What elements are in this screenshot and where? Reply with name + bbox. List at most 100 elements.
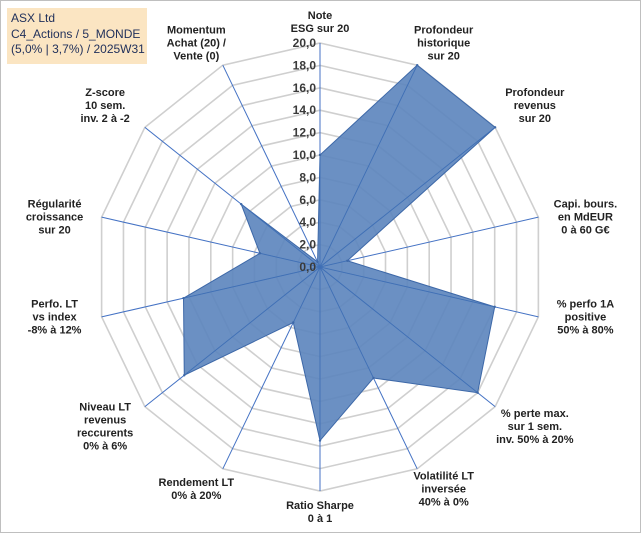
- axis-label-5-line-0: % perte max.: [501, 408, 569, 420]
- axis-label-2-line-1: revenus: [514, 100, 556, 112]
- axis-label-10-line-2: -8% à 12%: [28, 324, 82, 336]
- tick-label-1: 2,0: [299, 238, 316, 252]
- radar-ticks: 0,0 2,0 4,0 6,0 8,0 10,0 12,0 14,0 16,0 18,0 20,0: [293, 36, 317, 274]
- tick-label-9: 18,0: [293, 58, 317, 72]
- axis-label-0: Note ESG sur 20: [291, 10, 350, 35]
- series-spoke-1: [319, 65, 418, 268]
- data-point-7: [318, 439, 322, 442]
- axis-label-8-line-1: 0% à 20%: [171, 490, 221, 502]
- radar-axis-labels: Note ESG sur 20 Profondeur historique sur 20…: [26, 10, 617, 525]
- axis-label-13-line-0: Momentum: [167, 25, 226, 37]
- data-point-13: [316, 260, 319, 264]
- data-point-2: [493, 126, 497, 129]
- axis-label-1-line-1: historique: [417, 38, 470, 50]
- series-spoke-4: [319, 266, 495, 308]
- axis-label-11-line-0: Régularité: [28, 199, 82, 211]
- data-point-10: [182, 296, 185, 300]
- data-point-9: [183, 374, 186, 377]
- axis-label-6-line-2: 40% à 0%: [419, 496, 469, 508]
- tick-label-0: 0,0: [299, 260, 316, 274]
- axis-label-3: Capi. bours. en MdEUR 0 à 60 G€: [554, 199, 618, 237]
- data-point-4: [493, 305, 496, 309]
- axis-label-11-line-2: sur 20: [38, 225, 70, 237]
- series-spoke-2: [319, 127, 496, 268]
- spoke-13: [222, 64, 321, 268]
- axis-label-12-line-1: 10 sem.: [85, 100, 125, 112]
- tick-label-10: 20,0: [293, 36, 317, 50]
- axis-label-11: Régularité croissance sur 20: [26, 199, 83, 237]
- axis-label-4: % perfo 1A positive 50% à 80%: [557, 298, 615, 336]
- tick-label-4: 8,0: [299, 170, 316, 184]
- axis-label-12-line-0: Z-score: [85, 87, 125, 99]
- axis-label-2: Profondeur revenus sur 20: [505, 87, 565, 125]
- chart-header-box: ASX Ltd C4_Actions / 5_MONDE (5,0% | 3,7…: [7, 8, 147, 64]
- data-point-5: [476, 391, 479, 394]
- axis-label-9-line-2: reccurents: [77, 428, 133, 440]
- axis-label-12-line-2: inv. 2 à -2: [80, 113, 129, 125]
- axis-label-6-line-0: Volatilité LT: [413, 470, 474, 482]
- tick-label-2: 4,0: [299, 215, 316, 229]
- portfolio-path: C4_Actions / 5_MONDE: [11, 26, 141, 41]
- axis-label-9-line-0: Niveau LT: [79, 402, 131, 414]
- tick-label-6: 12,0: [293, 126, 317, 140]
- axis-label-4-line-1: positive: [565, 311, 607, 323]
- tick-label-7: 14,0: [293, 103, 317, 117]
- series-spoke-10: [183, 266, 321, 299]
- data-point-11: [258, 252, 262, 255]
- series-area: [183, 64, 496, 442]
- axis-label-10-line-1: vs index: [33, 311, 78, 323]
- series-spoke-8: [292, 266, 321, 323]
- data-point-6: [372, 376, 375, 380]
- axis-label-2-line-2: sur 20: [519, 113, 551, 125]
- axis-label-2-line-0: Profondeur: [505, 87, 565, 99]
- axis-label-1-line-2: sur 20: [427, 51, 459, 63]
- tick-label-5: 10,0: [293, 148, 317, 162]
- series-spoke-5: [319, 266, 478, 394]
- axis-label-3-line-1: en MdEUR: [558, 212, 613, 224]
- axis-label-4-line-0: % perfo 1A: [557, 298, 615, 310]
- axis-label-1-line-0: Profondeur: [414, 25, 474, 37]
- axis-label-7-line-0: Ratio Sharpe: [286, 500, 354, 512]
- axis-label-5-line-2: inv. 50% à 20%: [496, 434, 574, 446]
- axis-label-9: Niveau LT revenus reccurents 0% à 6%: [77, 402, 133, 453]
- series-spoke-9: [184, 266, 321, 376]
- axis-label-12: Z-score 10 sem. inv. 2 à -2: [80, 87, 129, 125]
- axis-label-10: Perfo. LT vs index -8% à 12%: [28, 298, 82, 336]
- axis-label-10-line-0: Perfo. LT: [31, 298, 78, 310]
- axis-label-5-line-1: sur 1 sem.: [508, 421, 562, 433]
- axis-label-1: Profondeur historique sur 20: [414, 25, 474, 63]
- axis-label-9-line-3: 0% à 6%: [83, 441, 127, 453]
- spoke-3: [319, 216, 539, 268]
- axis-label-4-line-2: 50% à 80%: [557, 324, 613, 336]
- series-spoke-6: [319, 266, 374, 379]
- portfolio-stats: (5,0% | 3,7%) / 2025W31: [11, 42, 145, 56]
- axis-label-0-line-1: ESG sur 20: [291, 23, 350, 35]
- axis-label-7: Ratio Sharpe 0 à 1: [286, 500, 354, 525]
- data-point-0: [318, 153, 322, 157]
- axis-label-6: Volatilité LT inversée 40% à 0%: [413, 470, 474, 508]
- axis-label-13: Momentum Achat (20) / Vente (0): [167, 25, 226, 63]
- company-name: ASX Ltd: [11, 11, 56, 25]
- tick-label-3: 6,0: [299, 193, 316, 207]
- axis-label-3-line-0: Capi. bours.: [554, 199, 618, 211]
- series-spoke-12: [240, 203, 321, 268]
- axis-label-8: Rendement LT 0% à 20%: [159, 477, 235, 502]
- data-point-12: [239, 202, 243, 206]
- radar-series: [182, 63, 497, 442]
- axis-label-0-line-0: Note: [308, 10, 332, 22]
- axis-label-7-line-1: 0 à 1: [308, 513, 332, 525]
- data-point-1: [415, 63, 419, 67]
- series-spoke-3: [319, 260, 348, 268]
- axis-label-11-line-1: croissance: [26, 212, 83, 224]
- axis-label-3-line-2: 0 à 60 G€: [561, 225, 609, 237]
- axis-label-13-line-2: Vente (0): [173, 51, 219, 63]
- data-point-8: [292, 321, 295, 324]
- axis-label-5: % perte max. sur 1 sem. inv. 50% à 20%: [496, 408, 574, 446]
- axis-label-9-line-1: revenus: [84, 415, 126, 427]
- axis-label-8-line-0: Rendement LT: [159, 477, 235, 489]
- axis-label-13-line-1: Achat (20) /: [167, 38, 226, 50]
- axis-label-6-line-1: inversée: [421, 483, 466, 495]
- series-spoke-11: [259, 252, 321, 268]
- data-point-3: [346, 259, 349, 262]
